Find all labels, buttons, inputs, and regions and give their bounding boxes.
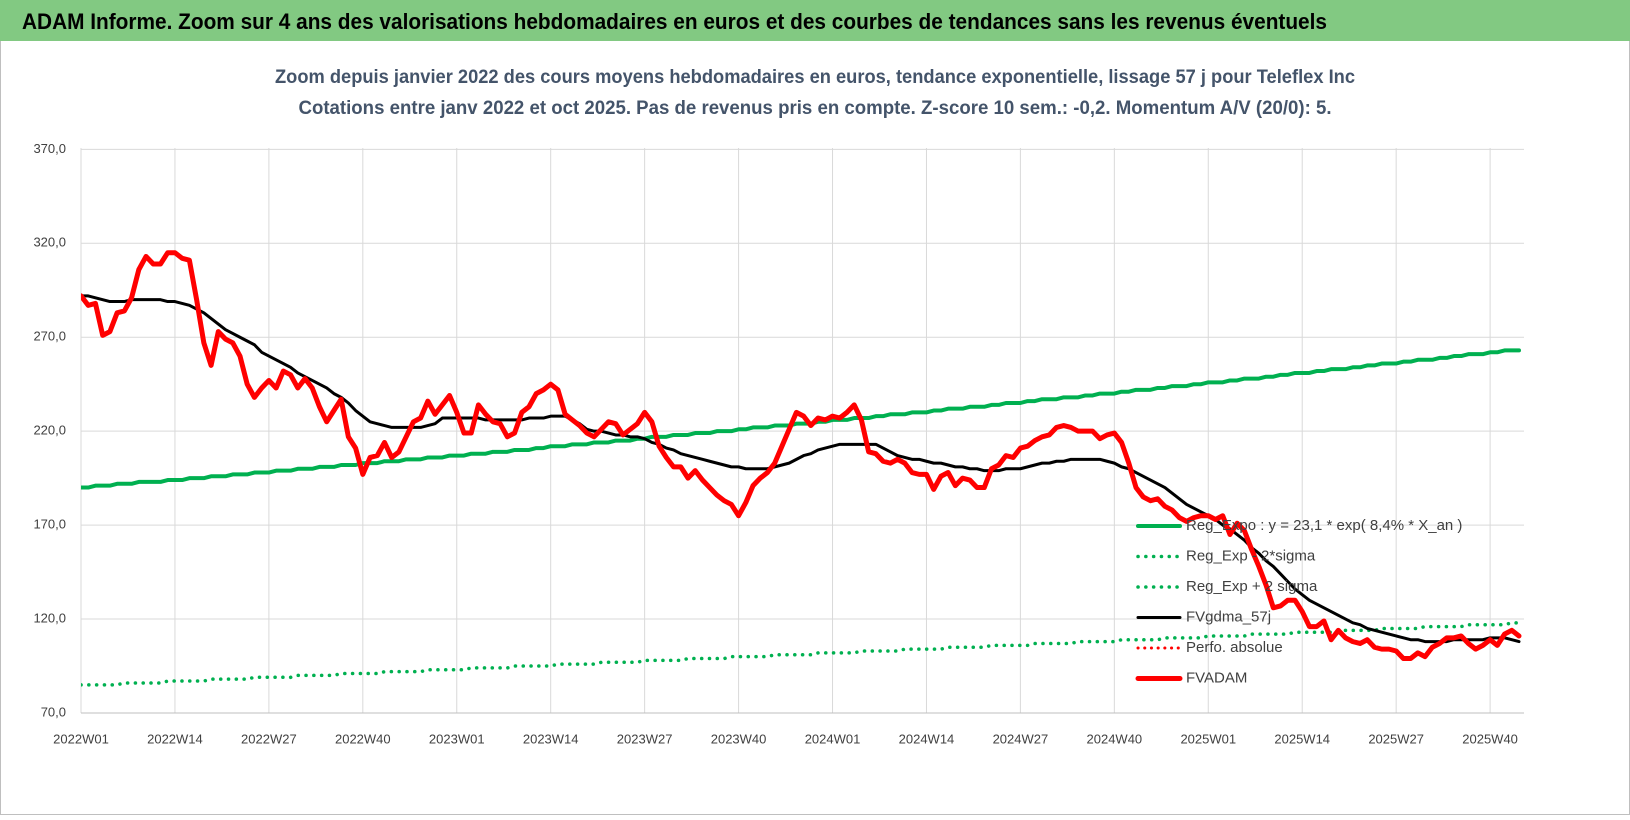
x-tick-label: 2023W27 <box>617 731 673 746</box>
y-tick-label: 70,0 <box>41 704 66 719</box>
x-tick-label: 2022W27 <box>241 731 297 746</box>
x-tick-label: 2025W40 <box>1462 731 1518 746</box>
x-tick-label: 2024W40 <box>1087 731 1143 746</box>
chart-title: Zoom depuis janvier 2022 des cours moyen… <box>275 67 1355 88</box>
series-line <box>81 250 1522 662</box>
legend-label: Perfo. absolue <box>1186 639 1283 656</box>
header-bar <box>0 0 1630 41</box>
series-line <box>81 294 1521 644</box>
series-line <box>81 621 1521 687</box>
chart-subtitle: Cotations entre janv 2022 et oct 2025. P… <box>299 98 1332 119</box>
y-tick-label: 220,0 <box>33 423 66 438</box>
x-tick-label: 2025W01 <box>1180 731 1236 746</box>
x-tick-label: 2024W14 <box>899 731 955 746</box>
x-tick-label: 2025W14 <box>1274 731 1330 746</box>
header-title: ADAM Informe. Zoom sur 4 ans des valoris… <box>22 9 1327 34</box>
y-tick-label: 270,0 <box>33 329 66 344</box>
x-tick-label: 2022W40 <box>335 731 391 746</box>
legend-label: Reg_Exp - 2*sigma <box>1186 547 1316 564</box>
legend-label: Reg_Exp + 2 sigma <box>1186 578 1318 595</box>
series-line <box>81 348 1521 490</box>
y-tick-label: 320,0 <box>33 235 66 250</box>
legend-label: FVgdma_57j <box>1186 608 1271 625</box>
y-tick-label: 120,0 <box>33 610 66 625</box>
title-box <box>262 60 1352 122</box>
x-tick-label: 2023W40 <box>711 731 767 746</box>
x-tick-label: 2023W14 <box>523 731 579 746</box>
legend-label: FVADAM <box>1186 669 1247 686</box>
x-tick-label: 2025W27 <box>1368 731 1424 746</box>
y-tick-label: 370,0 <box>33 141 66 156</box>
plot-area <box>81 250 1522 687</box>
legend-label: Reg_Expo : y = 23,1 * exp( 8,4% * X_an ) <box>1186 517 1462 534</box>
y-tick-label: 170,0 <box>33 517 66 532</box>
x-tick-label: 2022W01 <box>53 731 109 746</box>
x-tick-label: 2022W14 <box>147 731 203 746</box>
x-tick-label: 2024W01 <box>805 731 861 746</box>
x-tick-label: 2024W27 <box>993 731 1049 746</box>
x-tick-label: 2023W01 <box>429 731 485 746</box>
